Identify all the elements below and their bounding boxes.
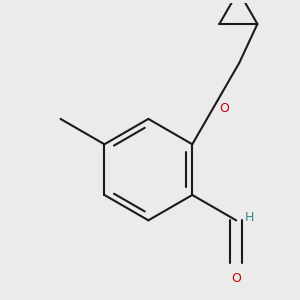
Text: O: O <box>219 102 229 115</box>
Text: H: H <box>244 211 254 224</box>
Text: O: O <box>231 272 241 285</box>
